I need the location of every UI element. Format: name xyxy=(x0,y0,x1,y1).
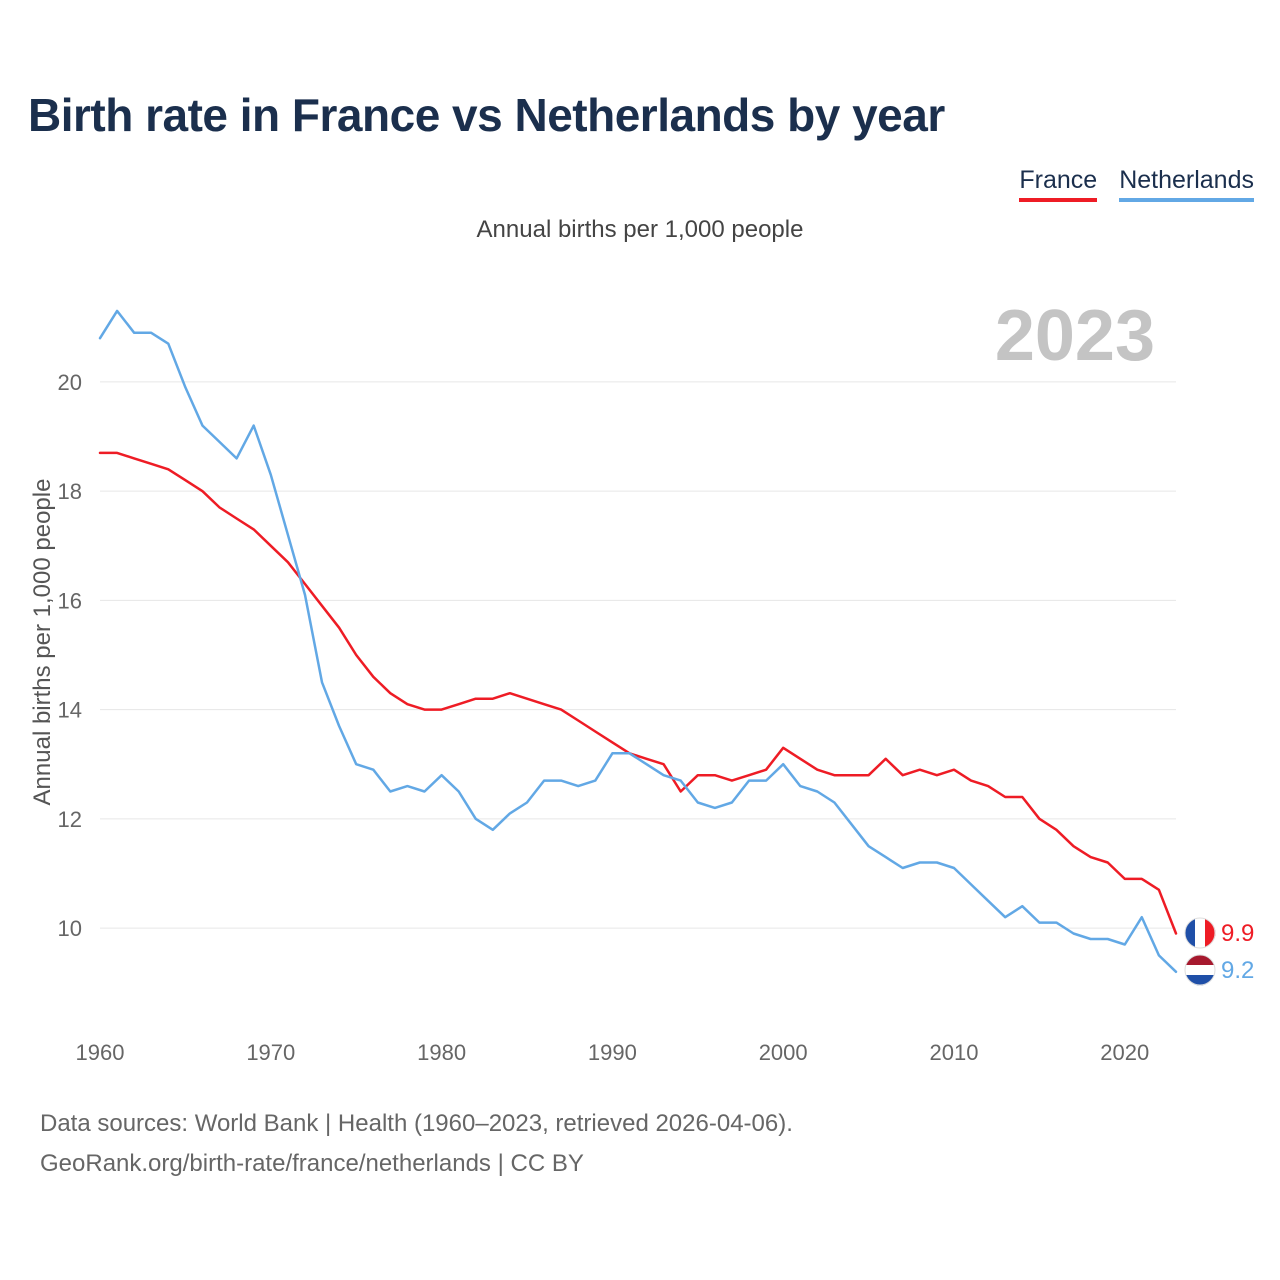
x-tick-label-1980: 1980 xyxy=(417,1040,466,1065)
legend: France Netherlands xyxy=(1019,166,1254,202)
y-tick-label-16: 16 xyxy=(58,588,82,613)
chart-subtitle: Annual births per 1,000 people xyxy=(476,216,804,243)
x-tick-label-2000: 2000 xyxy=(759,1040,808,1065)
line-chart: 10 12 14 16 18 20 1960 1970 1980 1990 2000 2010 2020… xyxy=(29,296,1254,1065)
legend-item-france[interactable]: France xyxy=(1019,166,1098,202)
chart-title: Birth rate in France vs Netherlands by y… xyxy=(28,89,945,141)
x-tick-label-2020: 2020 xyxy=(1100,1040,1149,1065)
end-value-label-netherlands: 9.2 xyxy=(1221,957,1254,984)
x-tick-label-1990: 1990 xyxy=(588,1040,637,1065)
flag-border-netherlands xyxy=(1184,954,1216,986)
y-tick-label-18: 18 xyxy=(58,479,82,504)
flag-france-icon xyxy=(1185,918,1216,948)
flag-netherlands-icon xyxy=(1185,955,1215,986)
year-watermark: 2023 xyxy=(995,296,1155,376)
flag-border-france xyxy=(1184,917,1216,949)
footer-attribution[interactable]: GeoRank.org/birth-rate/france/netherland… xyxy=(40,1150,584,1177)
x-tick-label-2010: 2010 xyxy=(929,1040,978,1065)
y-tick-label-20: 20 xyxy=(58,370,82,395)
x-tick-label-1970: 1970 xyxy=(246,1040,295,1065)
x-tick-label-1960: 1960 xyxy=(76,1040,125,1065)
series-line-netherlands[interactable] xyxy=(98,309,1178,974)
y-tick-label-12: 12 xyxy=(58,807,82,832)
y-tick-label-10: 10 xyxy=(58,916,82,941)
legend-item-netherlands[interactable]: Netherlands xyxy=(1119,166,1254,202)
footer-sources: Data sources: World Bank | Health (1960–… xyxy=(40,1110,793,1137)
y-axis-label: Annual births per 1,000 people xyxy=(29,479,56,806)
series-line-france[interactable] xyxy=(98,451,1178,935)
y-tick-label-14: 14 xyxy=(58,698,82,723)
footer: Data sources: World Bank | Health (1960–… xyxy=(40,1104,793,1184)
end-value-label-france: 9.9 xyxy=(1221,920,1254,947)
